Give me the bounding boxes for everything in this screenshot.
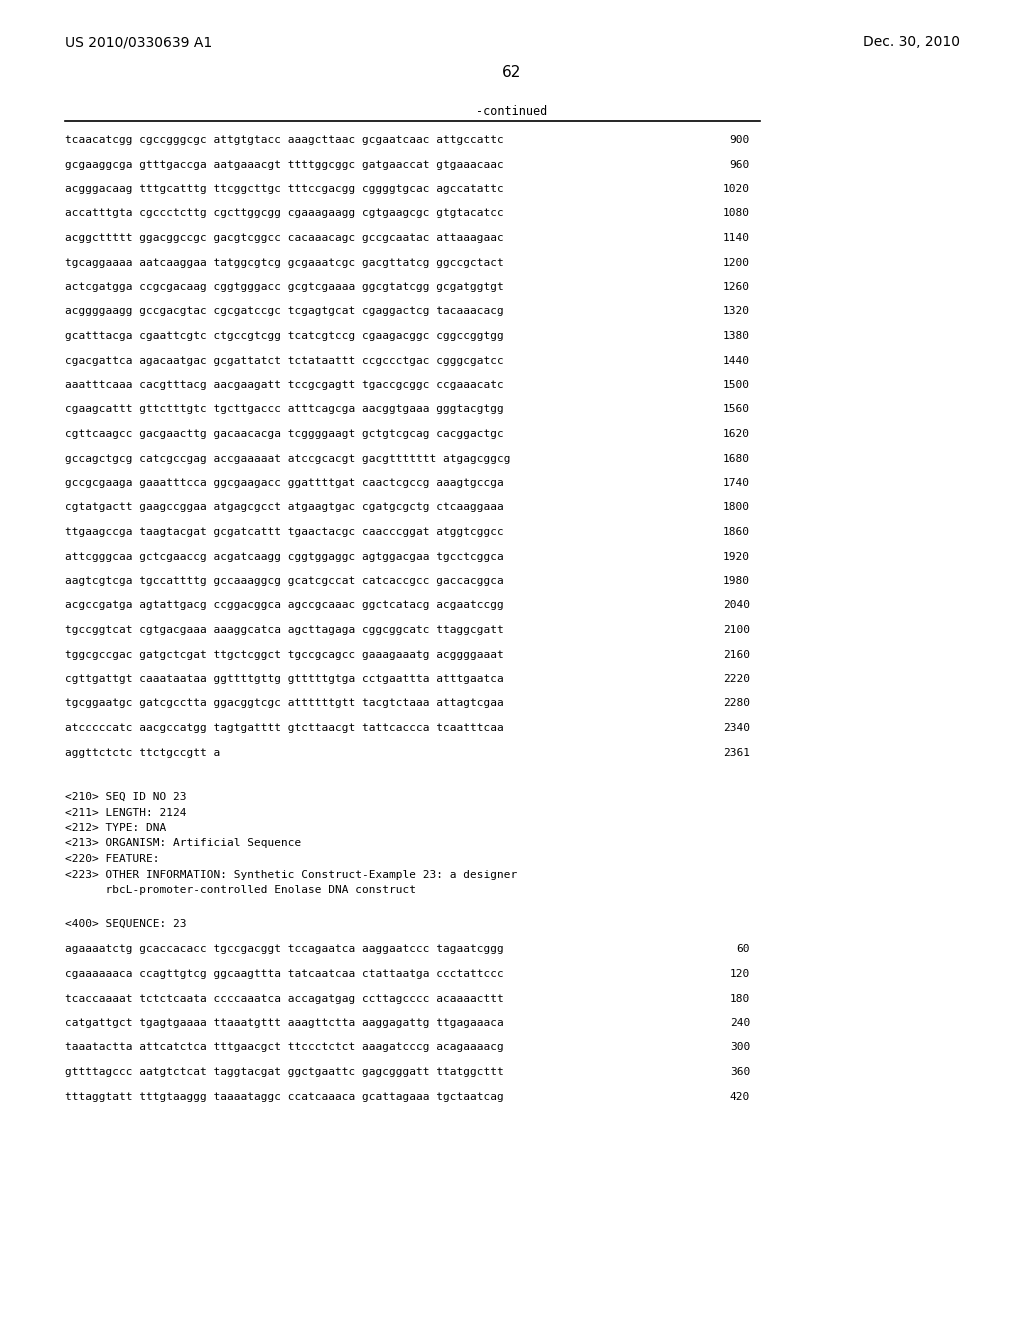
Text: acggggaagg gccgacgtac cgcgatccgc tcgagtgcat cgaggactcg tacaaacacg: acggggaagg gccgacgtac cgcgatccgc tcgagtg… (65, 306, 504, 317)
Text: attcgggcaa gctcgaaccg acgatcaagg cggtggaggc agtggacgaa tgcctcggca: attcgggcaa gctcgaaccg acgatcaagg cggtgga… (65, 552, 504, 561)
Text: 1260: 1260 (723, 282, 750, 292)
Text: cgacgattca agacaatgac gcgattatct tctataattt ccgccctgac cgggcgatcc: cgacgattca agacaatgac gcgattatct tctataa… (65, 355, 504, 366)
Text: <212> TYPE: DNA: <212> TYPE: DNA (65, 822, 166, 833)
Text: 1680: 1680 (723, 454, 750, 463)
Text: cgaaaaaaca ccagttgtcg ggcaagttta tatcaatcaa ctattaatga ccctattccc: cgaaaaaaca ccagttgtcg ggcaagttta tatcaat… (65, 969, 504, 979)
Text: cgttgattgt caaataataa ggttttgttg gtttttgtga cctgaattta atttgaatca: cgttgattgt caaataataa ggttttgttg gtttttg… (65, 675, 504, 684)
Text: tggcgccgac gatgctcgat ttgctcggct tgccgcagcc gaaagaaatg acggggaaat: tggcgccgac gatgctcgat ttgctcggct tgccgca… (65, 649, 504, 660)
Text: <223> OTHER INFORMATION: Synthetic Construct-Example 23: a designer: <223> OTHER INFORMATION: Synthetic Const… (65, 870, 517, 879)
Text: 1860: 1860 (723, 527, 750, 537)
Text: 1980: 1980 (723, 576, 750, 586)
Text: <211> LENGTH: 2124: <211> LENGTH: 2124 (65, 808, 186, 817)
Text: 2100: 2100 (723, 624, 750, 635)
Text: <220> FEATURE:: <220> FEATURE: (65, 854, 160, 865)
Text: tgcggaatgc gatcgcctta ggacggtcgc attttttgtt tacgtctaaa attagtcgaa: tgcggaatgc gatcgcctta ggacggtcgc atttttt… (65, 698, 504, 709)
Text: 960: 960 (730, 160, 750, 169)
Text: 1320: 1320 (723, 306, 750, 317)
Text: 1620: 1620 (723, 429, 750, 440)
Text: 900: 900 (730, 135, 750, 145)
Text: 1560: 1560 (723, 404, 750, 414)
Text: tgccggtcat cgtgacgaaa aaaggcatca agcttagaga cggcggcatc ttaggcgatt: tgccggtcat cgtgacgaaa aaaggcatca agcttag… (65, 624, 504, 635)
Text: cgttcaagcc gacgaacttg gacaacacga tcggggaagt gctgtcgcag cacggactgc: cgttcaagcc gacgaacttg gacaacacga tcgggga… (65, 429, 504, 440)
Text: aggttctctc ttctgccgtt a: aggttctctc ttctgccgtt a (65, 747, 220, 758)
Text: 360: 360 (730, 1067, 750, 1077)
Text: gccagctgcg catcgccgag accgaaaaat atccgcacgt gacgttttttt atgagcggcg: gccagctgcg catcgccgag accgaaaaat atccgca… (65, 454, 511, 463)
Text: accatttgta cgccctcttg cgcttggcgg cgaaagaagg cgtgaagcgc gtgtacatcc: accatttgta cgccctcttg cgcttggcgg cgaaaga… (65, 209, 504, 219)
Text: 62: 62 (503, 65, 521, 81)
Text: 2340: 2340 (723, 723, 750, 733)
Text: Dec. 30, 2010: Dec. 30, 2010 (863, 36, 961, 49)
Text: 1500: 1500 (723, 380, 750, 389)
Text: 2361: 2361 (723, 747, 750, 758)
Text: 1200: 1200 (723, 257, 750, 268)
Text: acggcttttt ggacggccgc gacgtcggcc cacaaacagc gccgcaatac attaaagaac: acggcttttt ggacggccgc gacgtcggcc cacaaac… (65, 234, 504, 243)
Text: aagtcgtcga tgccattttg gccaaaggcg gcatcgccat catcaccgcc gaccacggca: aagtcgtcga tgccattttg gccaaaggcg gcatcgc… (65, 576, 504, 586)
Text: tttaggtatt tttgtaaggg taaaataggc ccatcaaaca gcattagaaa tgctaatcag: tttaggtatt tttgtaaggg taaaataggc ccatcaa… (65, 1092, 504, 1101)
Text: aaatttcaaa cacgtttacg aacgaagatt tccgcgagtt tgaccgcggc ccgaaacatc: aaatttcaaa cacgtttacg aacgaagatt tccgcga… (65, 380, 504, 389)
Text: rbcL-promoter-controlled Enolase DNA construct: rbcL-promoter-controlled Enolase DNA con… (65, 884, 416, 895)
Text: cgtatgactt gaagccggaa atgagcgcct atgaagtgac cgatgcgctg ctcaaggaaa: cgtatgactt gaagccggaa atgagcgcct atgaagt… (65, 503, 504, 512)
Text: 300: 300 (730, 1043, 750, 1052)
Text: actcgatgga ccgcgacaag cggtgggacc gcgtcgaaaa ggcgtatcgg gcgatggtgt: actcgatgga ccgcgacaag cggtgggacc gcgtcga… (65, 282, 504, 292)
Text: <213> ORGANISM: Artificial Sequence: <213> ORGANISM: Artificial Sequence (65, 838, 301, 849)
Text: 1140: 1140 (723, 234, 750, 243)
Text: acgggacaag tttgcatttg ttcggcttgc tttccgacgg cggggtgcac agccatattc: acgggacaag tttgcatttg ttcggcttgc tttccga… (65, 183, 504, 194)
Text: catgattgct tgagtgaaaa ttaaatgttt aaagttctta aaggagattg ttgagaaaca: catgattgct tgagtgaaaa ttaaatgttt aaagttc… (65, 1018, 504, 1028)
Text: agaaaatctg gcaccacacc tgccgacggt tccagaatca aaggaatccc tagaatcggg: agaaaatctg gcaccacacc tgccgacggt tccagaa… (65, 945, 504, 954)
Text: 2160: 2160 (723, 649, 750, 660)
Text: gcgaaggcga gtttgaccga aatgaaacgt ttttggcggc gatgaaccat gtgaaacaac: gcgaaggcga gtttgaccga aatgaaacgt ttttggc… (65, 160, 504, 169)
Text: 1440: 1440 (723, 355, 750, 366)
Text: 2220: 2220 (723, 675, 750, 684)
Text: 120: 120 (730, 969, 750, 979)
Text: <400> SEQUENCE: 23: <400> SEQUENCE: 23 (65, 919, 186, 928)
Text: 1920: 1920 (723, 552, 750, 561)
Text: taaatactta attcatctca tttgaacgct ttccctctct aaagatcccg acagaaaacg: taaatactta attcatctca tttgaacgct ttccctc… (65, 1043, 504, 1052)
Text: 2280: 2280 (723, 698, 750, 709)
Text: 60: 60 (736, 945, 750, 954)
Text: tcaacatcgg cgccgggcgc attgtgtacc aaagcttaac gcgaatcaac attgccattc: tcaacatcgg cgccgggcgc attgtgtacc aaagctt… (65, 135, 504, 145)
Text: gcatttacga cgaattcgtc ctgccgtcgg tcatcgtccg cgaagacggc cggccggtgg: gcatttacga cgaattcgtc ctgccgtcgg tcatcgt… (65, 331, 504, 341)
Text: atcccccatc aacgccatgg tagtgatttt gtcttaacgt tattcaccca tcaatttcaa: atcccccatc aacgccatgg tagtgatttt gtcttaa… (65, 723, 504, 733)
Text: 240: 240 (730, 1018, 750, 1028)
Text: 1020: 1020 (723, 183, 750, 194)
Text: 1800: 1800 (723, 503, 750, 512)
Text: tgcaggaaaa aatcaaggaa tatggcgtcg gcgaaatcgc gacgttatcg ggccgctact: tgcaggaaaa aatcaaggaa tatggcgtcg gcgaaat… (65, 257, 504, 268)
Text: gttttagccc aatgtctcat taggtacgat ggctgaattc gagcgggatt ttatggcttt: gttttagccc aatgtctcat taggtacgat ggctgaa… (65, 1067, 504, 1077)
Text: 420: 420 (730, 1092, 750, 1101)
Text: 1380: 1380 (723, 331, 750, 341)
Text: tcaccaaaat tctctcaata ccccaaatca accagatgag ccttagcccc acaaaacttt: tcaccaaaat tctctcaata ccccaaatca accagat… (65, 994, 504, 1003)
Text: 180: 180 (730, 994, 750, 1003)
Text: <210> SEQ ID NO 23: <210> SEQ ID NO 23 (65, 792, 186, 803)
Text: cgaagcattt gttctttgtc tgcttgaccc atttcagcga aacggtgaaa gggtacgtgg: cgaagcattt gttctttgtc tgcttgaccc atttcag… (65, 404, 504, 414)
Text: 2040: 2040 (723, 601, 750, 610)
Text: acgccgatga agtattgacg ccggacggca agccgcaaac ggctcatacg acgaatccgg: acgccgatga agtattgacg ccggacggca agccgca… (65, 601, 504, 610)
Text: ttgaagccga taagtacgat gcgatcattt tgaactacgc caacccggat atggtcggcc: ttgaagccga taagtacgat gcgatcattt tgaacta… (65, 527, 504, 537)
Text: US 2010/0330639 A1: US 2010/0330639 A1 (65, 36, 212, 49)
Text: -continued: -continued (476, 106, 548, 117)
Text: 1740: 1740 (723, 478, 750, 488)
Text: gccgcgaaga gaaatttcca ggcgaagacc ggattttgat caactcgccg aaagtgccga: gccgcgaaga gaaatttcca ggcgaagacc ggatttt… (65, 478, 504, 488)
Text: 1080: 1080 (723, 209, 750, 219)
